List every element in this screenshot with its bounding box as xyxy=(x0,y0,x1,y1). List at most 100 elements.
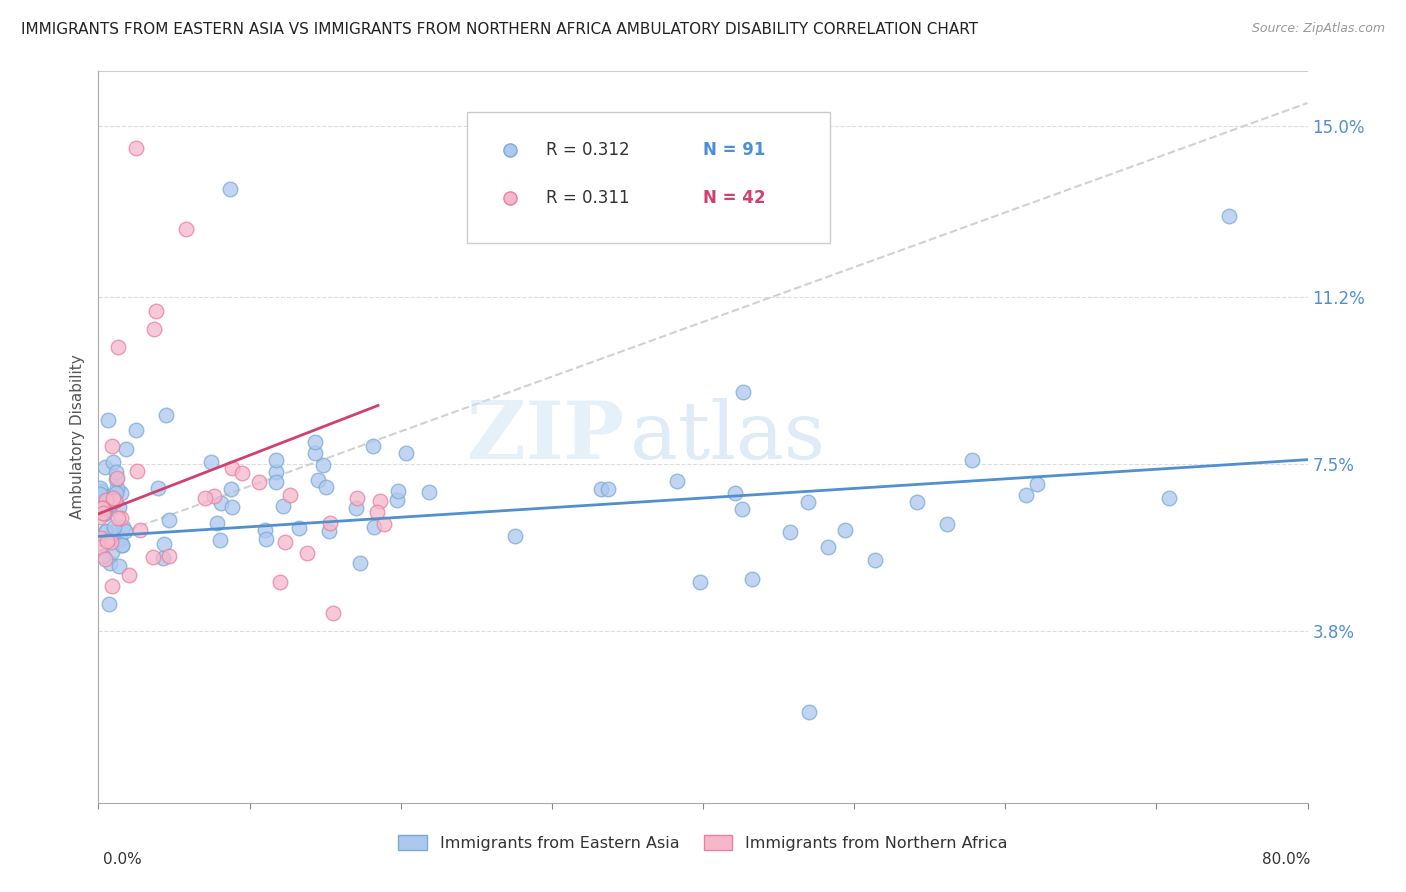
Point xyxy=(97,412,120,426)
Point xyxy=(94,460,117,475)
Point xyxy=(125,141,148,155)
Point xyxy=(143,322,166,336)
Point xyxy=(319,516,342,530)
Point xyxy=(127,464,149,478)
Point xyxy=(817,540,839,554)
Point xyxy=(797,706,820,720)
Point xyxy=(264,452,287,467)
Text: 0.0%: 0.0% xyxy=(103,852,142,867)
Point xyxy=(221,500,243,514)
Point xyxy=(93,507,115,521)
Point xyxy=(94,524,117,538)
Point xyxy=(264,465,287,479)
Point xyxy=(108,500,131,514)
Point xyxy=(221,482,243,496)
Point xyxy=(797,495,820,509)
Point xyxy=(219,182,242,196)
Point xyxy=(157,513,180,527)
Point xyxy=(193,491,215,505)
Point xyxy=(209,496,232,510)
Point xyxy=(118,567,141,582)
Point xyxy=(297,546,319,560)
Point xyxy=(271,499,294,513)
Point xyxy=(733,385,755,400)
Point xyxy=(253,523,276,537)
Point xyxy=(100,497,122,511)
Point xyxy=(231,466,253,480)
Point xyxy=(100,579,122,593)
Point xyxy=(114,442,136,456)
Point xyxy=(905,495,928,509)
Point xyxy=(503,529,526,543)
Point xyxy=(128,523,150,537)
Point xyxy=(90,501,112,516)
Point xyxy=(304,446,326,460)
Point xyxy=(105,481,128,495)
Point xyxy=(202,489,225,503)
Point xyxy=(363,520,385,534)
Point xyxy=(98,556,121,570)
FancyBboxPatch shape xyxy=(467,112,830,244)
Point xyxy=(89,481,111,495)
Text: R = 0.311: R = 0.311 xyxy=(546,189,630,207)
Point xyxy=(100,534,122,549)
Point xyxy=(96,493,118,508)
Point xyxy=(93,524,115,539)
Point xyxy=(834,523,856,537)
Point xyxy=(145,303,167,318)
Text: Source: ZipAtlas.com: Source: ZipAtlas.com xyxy=(1251,22,1385,36)
Point xyxy=(209,533,232,547)
Point xyxy=(264,475,287,490)
Text: atlas: atlas xyxy=(630,398,825,476)
Point xyxy=(90,484,112,499)
Point xyxy=(247,475,270,489)
Point xyxy=(349,556,371,570)
Point xyxy=(1015,488,1038,502)
Point xyxy=(361,439,384,453)
Text: IMMIGRANTS FROM EASTERN ASIA VS IMMIGRANTS FROM NORTHERN AFRICA AMBULATORY DISAB: IMMIGRANTS FROM EASTERN ASIA VS IMMIGRAN… xyxy=(21,22,979,37)
Point xyxy=(741,572,763,586)
Point xyxy=(1159,491,1181,505)
Y-axis label: Ambulatory Disability: Ambulatory Disability xyxy=(70,355,86,519)
Point xyxy=(155,408,177,422)
Point xyxy=(152,551,174,566)
Point xyxy=(111,520,134,534)
Text: 80.0%: 80.0% xyxy=(1263,852,1310,867)
Point xyxy=(373,517,395,532)
Point xyxy=(307,473,329,487)
Point xyxy=(101,524,124,539)
Point xyxy=(107,340,129,354)
Point xyxy=(315,480,337,494)
Point xyxy=(90,531,112,545)
Point xyxy=(90,497,112,511)
Point xyxy=(111,538,134,552)
Point xyxy=(269,574,291,589)
Point xyxy=(935,516,957,531)
Point xyxy=(105,470,128,484)
Text: N = 91: N = 91 xyxy=(703,141,765,159)
Point xyxy=(366,506,388,520)
Point xyxy=(108,559,131,574)
Point xyxy=(724,486,747,500)
Point xyxy=(97,597,120,611)
Point xyxy=(101,455,124,469)
Point xyxy=(387,493,409,508)
Point xyxy=(110,511,132,525)
Point xyxy=(110,486,132,500)
Point xyxy=(153,537,176,551)
Point xyxy=(863,553,886,567)
Point xyxy=(96,533,118,548)
Point xyxy=(174,222,197,236)
Point xyxy=(114,524,136,538)
Point xyxy=(346,500,368,515)
Point xyxy=(304,434,326,449)
Point xyxy=(157,549,180,563)
Point xyxy=(596,482,619,496)
Point xyxy=(91,506,114,520)
Text: R = 0.312: R = 0.312 xyxy=(546,141,630,159)
Point xyxy=(100,438,122,452)
Point xyxy=(104,494,127,508)
Point xyxy=(103,520,125,534)
Point xyxy=(105,465,128,479)
Point xyxy=(1026,476,1049,491)
